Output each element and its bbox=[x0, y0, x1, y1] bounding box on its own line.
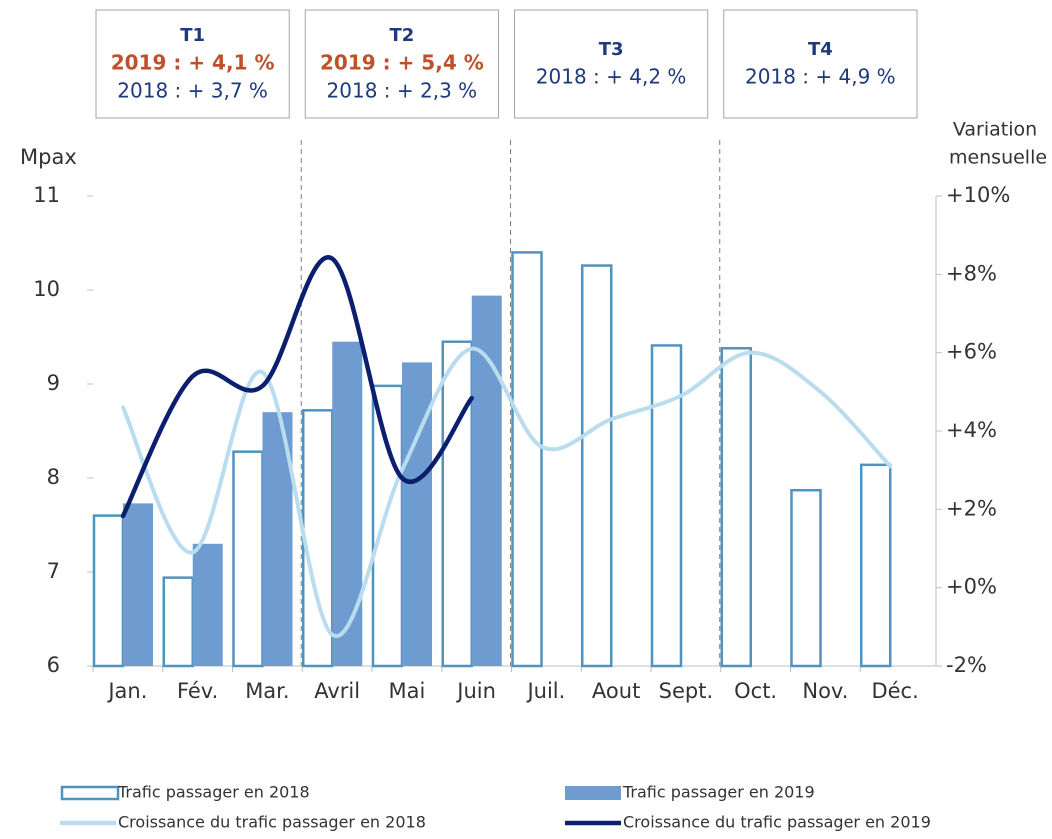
quarter-y2019: 2019 : + 5,4 % bbox=[320, 51, 484, 75]
y-tick-label: 7 bbox=[47, 559, 60, 583]
legend-label: Trafic passager en 2018 bbox=[117, 783, 310, 802]
y-tick-label: 9 bbox=[47, 371, 60, 395]
legend-swatch bbox=[60, 785, 120, 801]
x-tick-label: Juin bbox=[455, 679, 496, 703]
x-tick-label: Juil. bbox=[525, 679, 565, 703]
y-tick-label: 8 bbox=[47, 465, 60, 489]
legend-swatch bbox=[565, 786, 621, 800]
x-tick-label: Nov. bbox=[802, 679, 848, 703]
legend-label: Croissance du trafic passager en 2018 bbox=[118, 813, 426, 832]
y2-tick-label: +0% bbox=[946, 575, 997, 599]
y-axis-label: Mpax bbox=[20, 145, 77, 169]
bar-2018 bbox=[162, 576, 194, 668]
x-tick-label: Fév. bbox=[177, 679, 218, 703]
x-tick-label: Jan. bbox=[106, 679, 147, 703]
x-tick-label: Mai bbox=[388, 679, 425, 703]
bar-2019 bbox=[402, 362, 432, 666]
quarter-box bbox=[95, 9, 290, 119]
y-tick-label: 10 bbox=[33, 277, 60, 301]
bar-2018 bbox=[371, 384, 404, 668]
quarter-label: T2 bbox=[389, 25, 414, 46]
x-tick-label: Aout bbox=[592, 679, 640, 703]
legend-label: Croissance du trafic passager en 2019 bbox=[623, 813, 931, 832]
bar-2019 bbox=[192, 543, 223, 666]
bar-2018 bbox=[790, 488, 822, 668]
quarter-label: T3 bbox=[599, 39, 624, 60]
bar-2018 bbox=[92, 514, 125, 668]
bar-2019 bbox=[123, 503, 153, 666]
y2-tick-label: +10% bbox=[946, 183, 1010, 207]
growth-line bbox=[120, 255, 474, 519]
bar-2019 bbox=[332, 341, 363, 666]
quarter-y2018: 2018 : + 3,7 % bbox=[117, 79, 268, 103]
quarter-box bbox=[723, 9, 918, 119]
bar-2018 bbox=[511, 251, 543, 668]
bar-2018 bbox=[720, 347, 752, 668]
bar-2018 bbox=[232, 450, 264, 668]
y2-tick-label: -2% bbox=[946, 653, 987, 677]
y2-tick-label: +2% bbox=[946, 496, 997, 520]
quarter-y2018: 2018 : + 4,2 % bbox=[536, 65, 687, 89]
quarter-y2018: 2018 : + 4,9 % bbox=[745, 65, 896, 89]
quarter-y2019: 2019 : + 4,1 % bbox=[111, 51, 275, 75]
growth-line bbox=[121, 346, 893, 639]
bar-2018 bbox=[441, 340, 473, 668]
x-tick-label: Avril bbox=[314, 679, 360, 703]
y2-axis-label: Variation bbox=[953, 119, 1037, 141]
quarter-y2018: 2018 : + 2,3 % bbox=[327, 79, 478, 103]
bar-2018 bbox=[650, 344, 683, 668]
bar-2018 bbox=[860, 463, 892, 668]
y2-tick-label: +6% bbox=[946, 340, 997, 364]
quarter-box bbox=[304, 9, 499, 119]
y2-axis-label: mensuelle bbox=[949, 147, 1047, 169]
bar-2018 bbox=[302, 409, 334, 668]
x-tick-label: Sept. bbox=[659, 679, 714, 703]
x-tick-label: Oct. bbox=[734, 679, 777, 703]
quarter-label: T1 bbox=[180, 25, 205, 46]
legend-label: Trafic passager en 2019 bbox=[622, 783, 815, 802]
y-tick-label: 11 bbox=[33, 183, 60, 207]
y2-tick-label: +8% bbox=[946, 261, 997, 285]
quarter-box bbox=[514, 9, 709, 119]
bar-2018 bbox=[581, 264, 613, 668]
x-tick-label: Déc. bbox=[871, 679, 918, 703]
y-tick-label: 6 bbox=[47, 653, 60, 677]
y2-tick-label: +4% bbox=[946, 418, 997, 442]
x-tick-label: Mar. bbox=[245, 679, 289, 703]
quarter-label: T4 bbox=[808, 39, 833, 60]
